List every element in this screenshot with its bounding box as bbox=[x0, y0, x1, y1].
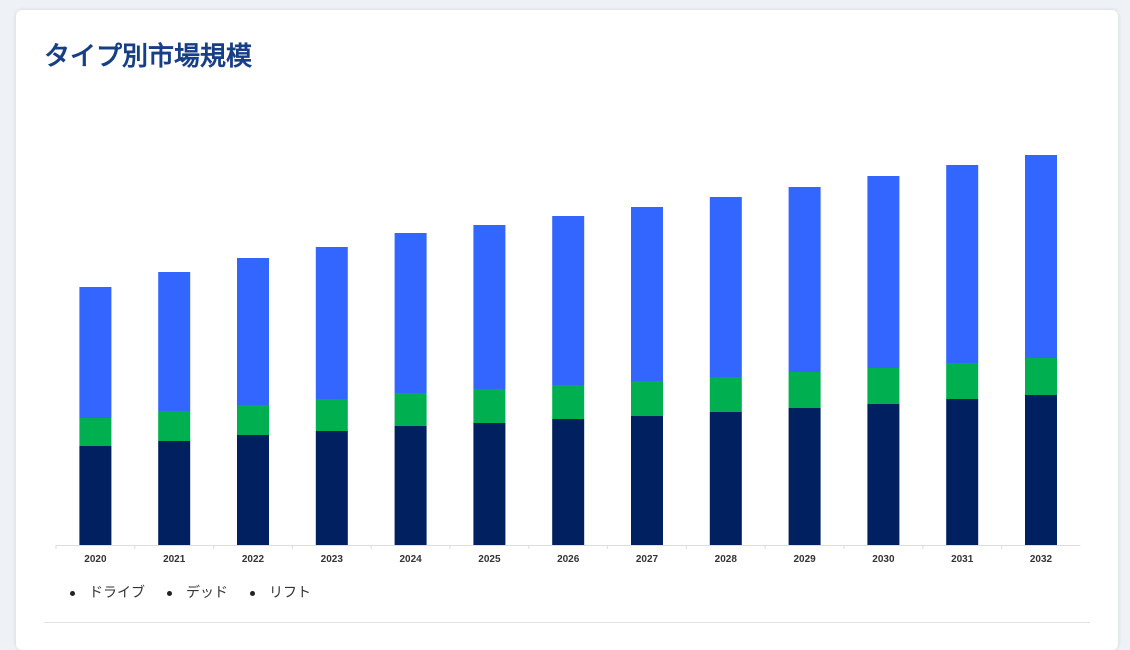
divider bbox=[44, 622, 1090, 623]
bar-segment-2030-2[interactable] bbox=[867, 176, 900, 368]
x-tick-label: 2024 bbox=[399, 554, 422, 565]
bar-segment-2028-2[interactable] bbox=[709, 197, 742, 377]
bar-segment-2024-2[interactable] bbox=[394, 233, 427, 393]
bar-segment-2031-1[interactable] bbox=[946, 363, 979, 399]
bar-segment-2024-1[interactable] bbox=[394, 393, 427, 426]
bar-segment-2020-0[interactable] bbox=[79, 446, 112, 545]
bullet-icon bbox=[250, 590, 255, 596]
bar-segment-2021-2[interactable] bbox=[158, 272, 191, 411]
bar-segment-2023-0[interactable] bbox=[315, 431, 348, 545]
bar-segment-2032-1[interactable] bbox=[1025, 358, 1057, 395]
x-tick-label: 2028 bbox=[715, 554, 738, 565]
x-tick-label: 2021 bbox=[163, 554, 186, 565]
bar-segment-2022-1[interactable] bbox=[237, 405, 269, 435]
bullet-icon bbox=[70, 590, 75, 596]
bar-segment-2027-0[interactable] bbox=[631, 416, 663, 545]
x-tick-label: 2032 bbox=[1030, 554, 1053, 565]
page-title: タイプ別市場規模 bbox=[44, 42, 253, 72]
bar-segment-2020-2[interactable] bbox=[79, 287, 112, 418]
x-tick-label: 2030 bbox=[872, 554, 895, 565]
x-tick-label: 2026 bbox=[557, 554, 580, 565]
bar-segment-2021-1[interactable] bbox=[158, 411, 191, 441]
bar-segment-2026-2[interactable] bbox=[552, 216, 585, 385]
stacked-bar-chart: 2020 2021 2022 2023 2024 2025 2026 2027 2028 2029… bbox=[55, 155, 1081, 565]
legend-item-dead[interactable]: デッド bbox=[167, 582, 228, 602]
bar-segment-2025-0[interactable] bbox=[473, 423, 506, 545]
bar-segment-2023-2[interactable] bbox=[315, 247, 348, 399]
bar-segment-2022-0[interactable] bbox=[237, 435, 269, 545]
x-tick-label: 2029 bbox=[793, 554, 816, 565]
bar-segment-2030-1[interactable] bbox=[867, 368, 900, 404]
x-tick-label: 2022 bbox=[242, 554, 265, 565]
x-tick-label: 2023 bbox=[321, 554, 344, 565]
legend-label: ドライブ bbox=[89, 585, 145, 601]
bar-segment-2029-1[interactable] bbox=[788, 372, 821, 408]
bar-segment-2026-1[interactable] bbox=[552, 385, 585, 419]
bar-segment-2030-0[interactable] bbox=[867, 404, 900, 545]
x-tick-label: 2031 bbox=[951, 554, 974, 565]
bar-segment-2024-0[interactable] bbox=[394, 426, 427, 545]
bar-segment-2032-2[interactable] bbox=[1025, 155, 1057, 358]
bar-segment-2032-0[interactable] bbox=[1025, 395, 1057, 545]
bar-segment-2025-2[interactable] bbox=[473, 225, 506, 389]
bar-segment-2021-0[interactable] bbox=[158, 441, 191, 545]
bar-segment-2031-0[interactable] bbox=[946, 399, 979, 545]
bar-segment-2027-1[interactable] bbox=[631, 381, 663, 416]
legend-item-drive[interactable]: ドライブ bbox=[70, 582, 145, 602]
bar-segment-2027-2[interactable] bbox=[631, 207, 663, 381]
bar-segment-2031-2[interactable] bbox=[946, 165, 979, 363]
bar-segment-2026-0[interactable] bbox=[552, 419, 585, 545]
bullet-icon bbox=[167, 590, 172, 596]
bar-segment-2020-1[interactable] bbox=[79, 418, 112, 446]
legend-item-lift[interactable]: リフト bbox=[250, 582, 311, 602]
bar-segment-2025-1[interactable] bbox=[473, 389, 506, 423]
x-tick-label: 2020 bbox=[84, 554, 107, 565]
legend: ドライブ デッド リフト bbox=[70, 582, 311, 602]
x-tick-label: 2027 bbox=[636, 554, 659, 565]
legend-label: デッド bbox=[186, 585, 228, 601]
bar-segment-2028-1[interactable] bbox=[709, 377, 742, 412]
legend-label: リフト bbox=[269, 585, 311, 601]
bar-segment-2023-1[interactable] bbox=[315, 399, 348, 431]
bar-segment-2029-0[interactable] bbox=[788, 408, 821, 545]
bar-segment-2028-0[interactable] bbox=[709, 412, 742, 545]
bar-segment-2022-2[interactable] bbox=[237, 258, 269, 405]
bar-segment-2029-2[interactable] bbox=[788, 187, 821, 372]
x-tick-label: 2025 bbox=[478, 554, 501, 565]
